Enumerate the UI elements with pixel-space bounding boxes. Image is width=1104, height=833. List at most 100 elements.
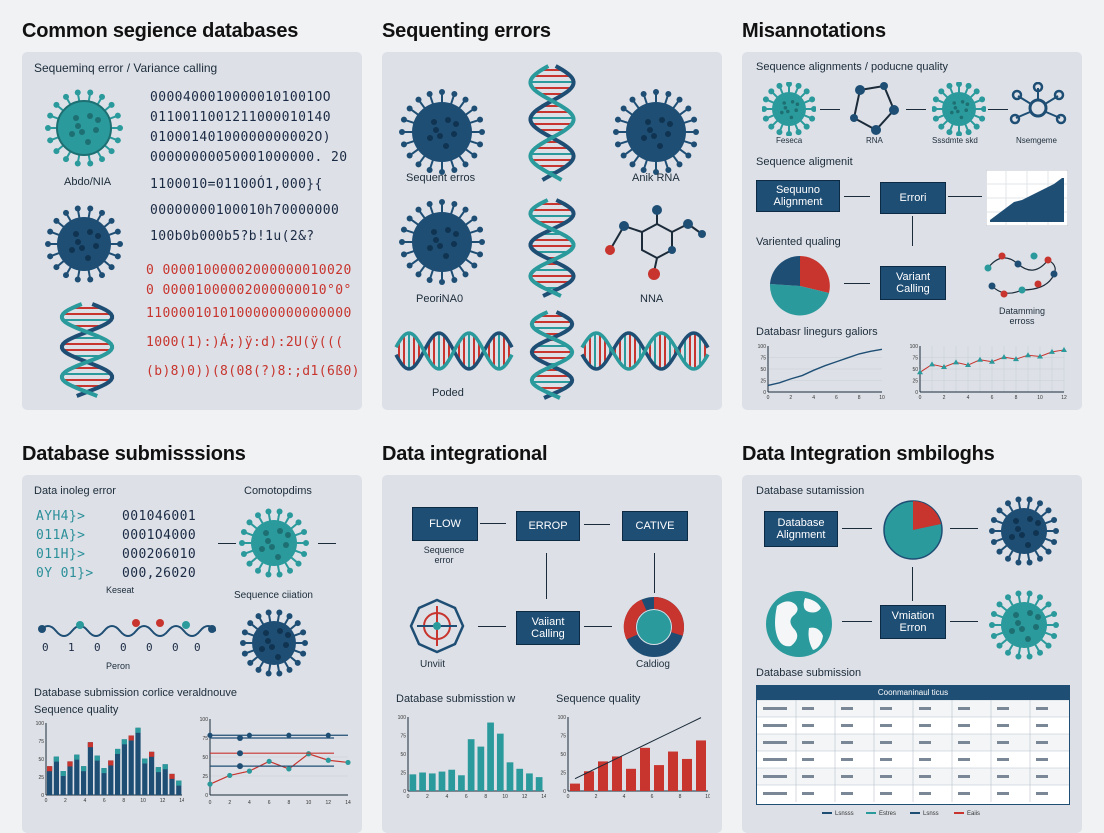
table-cell [1036,741,1048,744]
tick-label: 12 [1061,395,1067,400]
tick-label: 50 [202,755,208,761]
bar [448,769,456,791]
binary-line: 1100010=01100Ó1,000}{ [150,177,323,192]
data-point [227,772,233,779]
panel1-title: Common segience databases [22,20,299,42]
data-point [325,732,331,738]
label-sequence-error: Sequence error [423,545,465,565]
bar-cap [53,756,59,762]
data-point [286,766,292,772]
tick-label: 0 [567,794,570,799]
tick-label: 25 [400,771,406,777]
label-data-inoleg-error: Data inoleg error [34,485,116,497]
bar [598,761,608,791]
pie-chart-icon [769,255,830,316]
bar [409,774,417,791]
table-cell [997,792,1009,795]
bar-cap [135,727,141,733]
seq-row-left: AYH4}> [36,509,86,524]
bar-cap [67,761,73,767]
binary-line: (b)8)0))(8(08(?)8:;d1(6ß0) [146,364,360,379]
data-point [965,362,971,368]
icon-label: RNA [866,136,883,145]
table-cell [958,775,970,778]
bar [87,742,93,795]
tick-label: 0 [403,789,406,795]
data-point [929,361,935,367]
arrow-icon [950,621,978,622]
bar [516,768,524,791]
data-point [237,763,243,770]
bar [155,767,161,795]
binary-line: 00000000050001000000. 20 [150,150,348,165]
tick-label: 50 [38,757,44,763]
table-cell [802,775,814,778]
arrow-icon [820,109,840,110]
label-nna: NNA [640,293,664,305]
table-cell [763,758,787,761]
seq-row-left: 011A}> [36,528,86,543]
virus-label: Abdo/NIA [64,176,112,188]
arrow-icon [654,553,655,593]
table-cell [880,775,892,778]
arrow-icon [478,626,506,627]
panel5-title: Data integrational [382,443,548,465]
data-point [1037,353,1043,359]
icon-label: Feseca [776,136,803,145]
table-cell [802,792,814,795]
table-cell [880,724,892,727]
globe-icon [766,591,832,657]
label-anik-rna: Anik RNA [632,172,680,184]
bead-digit: 0 [172,641,180,654]
binary-line: 01000140100000000002O) [150,130,331,145]
bar-cap [108,760,114,766]
molecule-network-icon [1009,82,1067,125]
label-database-submission: Database submission [756,667,862,679]
data-point [325,757,331,763]
bar-cap [121,739,127,745]
tick-label: 25 [912,379,918,385]
table-cell [1036,775,1048,778]
bar [128,735,134,795]
tick-label: 10 [306,800,312,805]
data-point [989,358,995,364]
data-point [246,732,253,738]
seq-row-right: 0001O4000 [122,528,197,543]
bar [570,783,580,791]
panel1-subtitle: Sequeminq error / Variance calling [34,61,218,75]
data-table: Coonmaninaul ticus [756,685,1070,805]
tick-label: 2 [943,395,946,400]
bar [67,761,73,795]
bar [60,771,66,795]
data-point [286,732,292,738]
panel-data-integrational: FLOW ERROP CATIVE Sequence error Unviit … [382,475,722,833]
table-cell [1036,758,1048,761]
bar-cap [60,771,66,776]
label-comotopdims: Comotopdims [244,485,312,497]
tick-label: 8 [858,395,861,400]
flow-box: FLOW [412,507,478,541]
variation-error-box: Vmiation Erron [880,605,946,639]
panel6-title: Data Integration smbiloghs [742,443,995,465]
bar-cap [149,751,155,757]
data-point [207,732,213,738]
chart-axes [767,346,882,393]
series-line [767,348,883,387]
table-cell [958,724,970,727]
bar [654,765,664,791]
bar [526,773,533,791]
label-poded: Poded [432,387,464,399]
table-cell [919,741,931,744]
bar-cap [155,767,161,773]
section-variant-quality: Variented qualing [756,236,841,248]
binary-line: 0110011001211000010140 [150,110,331,125]
label-sequence-quality: Sequence quality [34,704,119,716]
tick-label: 6 [465,794,468,799]
table-cell [919,758,931,761]
bar [458,775,465,791]
tick-label: 12 [522,794,528,799]
tick-label: 75 [38,739,44,745]
bar-cap [47,766,53,772]
arrow-icon [948,196,982,197]
table-cell [763,724,787,727]
